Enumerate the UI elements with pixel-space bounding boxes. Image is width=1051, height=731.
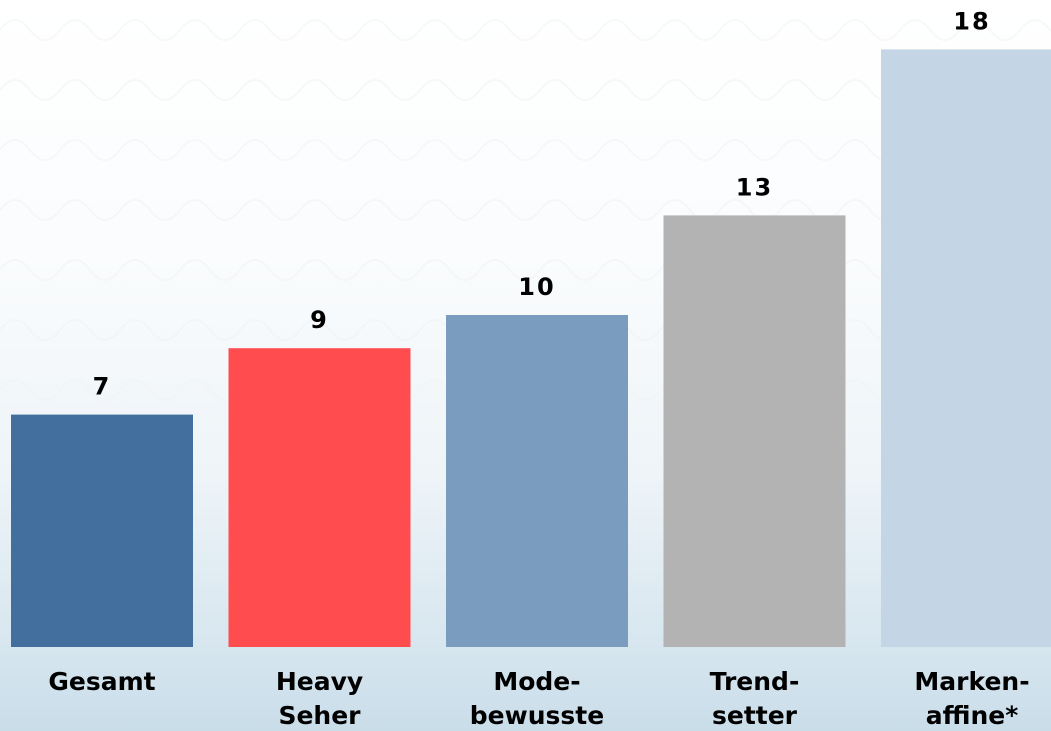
category-label-1-line-0: Heavy: [276, 667, 363, 696]
bar-0: [11, 414, 193, 647]
value-label-4: 18: [953, 7, 990, 35]
category-label-3-line-0: Trend-: [710, 667, 800, 696]
category-label-1-line-1: Seher: [278, 701, 361, 730]
category-label-2: Mode-bewusste: [470, 667, 604, 730]
value-label-0: 7: [93, 373, 112, 401]
category-label-3-line-1: setter: [712, 701, 798, 730]
value-label-3: 13: [736, 173, 773, 201]
category-label-4-line-1: affine*: [926, 701, 1019, 730]
value-label-1: 9: [310, 306, 329, 334]
category-label-2-line-0: Mode-: [493, 667, 580, 696]
category-label-1: Heavy Seher: [276, 667, 363, 730]
value-labels-layer: 7 9 10 13 18: [93, 7, 990, 401]
category-label-0: Gesamt: [48, 667, 155, 696]
category-label-3: Trend-setter: [710, 667, 800, 730]
category-label-0-line-0: Gesamt: [48, 667, 155, 696]
bar-4: [881, 49, 1051, 647]
value-label-2: 10: [518, 273, 555, 301]
bars-layer: [11, 49, 1051, 647]
category-label-4: Marken-affine*: [914, 667, 1029, 730]
bar-3: [663, 215, 846, 647]
bar-2: [446, 315, 628, 647]
category-label-2-line-1: bewusste: [470, 701, 604, 730]
bar-1: [228, 348, 411, 647]
category-label-4-line-0: Marken-: [914, 667, 1029, 696]
category-labels-layer: Gesamt Heavy Seher Mode-bewusste Trend-sette…: [48, 667, 1029, 730]
